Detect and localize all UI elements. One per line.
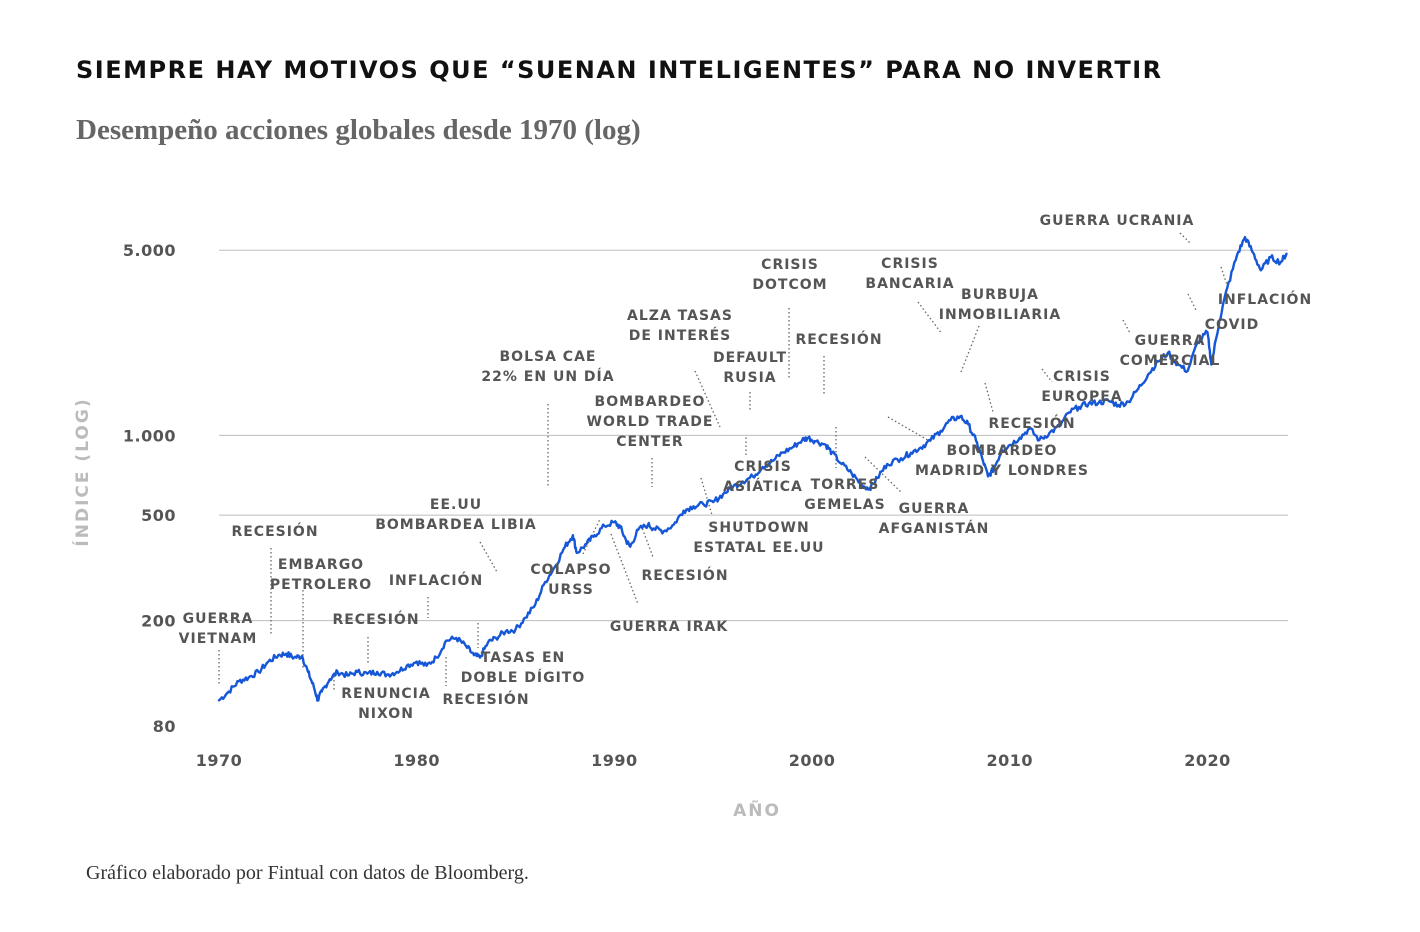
chart-subtitle: Desempeño acciones globales desde 1970 (… [76, 114, 641, 146]
annotation-leader [582, 518, 601, 555]
grid-lines [219, 249, 1288, 622]
source-note: Gráfico elaborado por Fintual con datos … [86, 862, 529, 884]
event-annotation: CRISIS DOTCOM [752, 257, 827, 293]
event-annotation: SHUTDOWN ESTATAL EE.UU [693, 520, 824, 556]
x-tick-label: 1980 [393, 751, 440, 770]
x-tick-label: 2020 [1184, 751, 1231, 770]
annotation-leader [1187, 293, 1197, 311]
event-annotation: TASAS EN DOBLE DÍGITO [461, 650, 586, 686]
event-annotation: RECESIÓN [988, 414, 1075, 432]
y-axis-ticks: 80 200 500 1.000 5.000 [123, 241, 176, 736]
event-annotation: RECESIÓN [795, 330, 882, 348]
annotation-leader [887, 416, 934, 444]
annotation-leader [984, 382, 994, 413]
event-annotation: ALZA TASAS DE INTERÉS [627, 308, 733, 344]
annotation-leader [610, 533, 639, 605]
x-tick-label: 1970 [196, 751, 243, 770]
annotation-leaders [218, 232, 1228, 692]
event-annotation: RECESIÓN [231, 522, 318, 540]
event-annotation: TORRES GEMELAS [804, 477, 885, 513]
x-tick-label: 2000 [789, 751, 836, 770]
annotation-leader [1220, 266, 1228, 286]
event-annotation: GUERRA COMERCIAL [1120, 333, 1221, 369]
event-annotation: RECESIÓN [641, 566, 728, 584]
annotation-leader [864, 456, 902, 493]
event-annotation: RECESIÓN [442, 690, 529, 708]
event-annotation: BOMBARDEO WORLD TRADE CENTER [587, 394, 714, 450]
annotation-leader [917, 301, 943, 335]
index-line [217, 235, 1288, 702]
annotation-leader [479, 541, 498, 573]
y-tick-label: 500 [141, 506, 176, 525]
event-annotation: BURBUJA INMOBILIARIA [939, 287, 1061, 323]
event-annotation: BOLSA CAE 22% EN UN DÍA [481, 349, 614, 385]
event-annotation: EMBARGO PETROLERO [270, 557, 372, 593]
event-annotation: COLAPSO URSS [530, 562, 611, 598]
event-annotation: GUERRA UCRANIA [1040, 213, 1195, 229]
event-annotation: DEFAULT RUSIA [713, 350, 787, 386]
annotation-leader [1041, 368, 1053, 383]
chart-title: SIEMPRE HAY MOTIVOS QUE “SUENAN INTELIGE… [76, 56, 1163, 84]
x-tick-label: 2010 [987, 751, 1034, 770]
event-annotations: GUERRA VIETNAM RECESIÓN EMBARGO PETROLERO REN… [179, 213, 1312, 722]
y-tick-label: 80 [153, 717, 176, 736]
event-annotation: COVID [1205, 317, 1259, 333]
event-annotation: GUERRA VIETNAM [179, 611, 258, 647]
y-tick-label: 5.000 [123, 241, 176, 260]
annotation-leader [1179, 232, 1192, 245]
x-tick-label: 1990 [591, 751, 638, 770]
annotation-leader [700, 477, 713, 516]
event-annotation: BOMBARDEO MADRID Y LONDRES [915, 443, 1089, 479]
x-axis-ticks: 1970 1980 1990 2000 2010 2020 [196, 751, 1231, 770]
y-tick-label: 200 [141, 612, 176, 631]
annotation-leader [1122, 319, 1131, 334]
event-annotation: RENUNCIA NIXON [341, 686, 430, 722]
y-tick-label: 1.000 [123, 426, 176, 445]
event-annotation: GUERRA AFGANISTÁN [879, 501, 990, 537]
x-axis-title: AÑO [733, 798, 781, 821]
event-annotation: INFLACIÓN [1218, 290, 1312, 308]
event-annotation: CRISIS EUROPEA [1041, 369, 1122, 405]
event-annotation: RECESIÓN [332, 610, 419, 628]
annotation-leader [960, 325, 980, 373]
annotation-leader [640, 524, 654, 558]
event-annotation: EE.UU BOMBARDEA LIBIA [375, 497, 537, 533]
event-annotation: CRISIS ASIÁTICA [723, 459, 803, 495]
y-axis-title: ÍNDICE (LOG) [71, 397, 93, 546]
event-annotation: INFLACIÓN [389, 571, 483, 589]
event-annotation: GUERRA IRAK [610, 619, 729, 635]
event-annotation: CRISIS BANCARIA [865, 256, 954, 292]
